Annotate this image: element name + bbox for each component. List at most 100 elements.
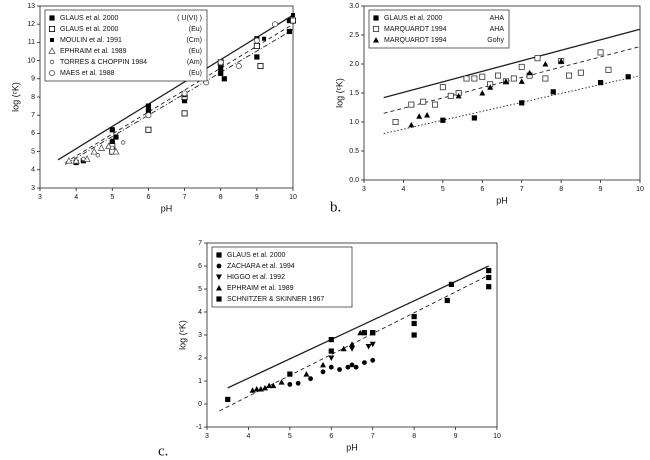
- marker: [518, 78, 525, 84]
- marker: [328, 355, 335, 361]
- marker: [110, 145, 115, 151]
- legend-note: AHA: [490, 26, 505, 33]
- marker: [534, 55, 541, 62]
- marker: [373, 37, 379, 43]
- marker: [495, 72, 502, 79]
- marker: [48, 47, 56, 54]
- marker: [487, 84, 494, 90]
- marker: [112, 147, 120, 155]
- fit-line: [65, 29, 294, 165]
- marker: [408, 121, 415, 128]
- marker: [486, 268, 492, 274]
- x-axis-label: pH: [161, 203, 173, 213]
- legend-label: MARQUARDT 1994: [384, 26, 447, 33]
- marker: [65, 156, 73, 164]
- marker: [49, 59, 55, 65]
- marker: [216, 263, 222, 269]
- marker: [372, 25, 379, 32]
- y-tick-label: 3: [198, 332, 202, 339]
- marker: [518, 63, 525, 70]
- marker: [286, 17, 292, 24]
- marker: [408, 101, 415, 108]
- y-tick-label: 0: [198, 401, 202, 408]
- marker: [50, 38, 54, 42]
- legend-label: ZACHARA et al. 1994: [227, 263, 295, 270]
- marker: [181, 98, 188, 104]
- marker: [120, 140, 126, 145]
- x-tick-label: 7: [520, 186, 524, 193]
- marker: [262, 384, 268, 391]
- marker: [216, 274, 222, 280]
- marker: [328, 364, 334, 370]
- y-tick-label: 0.0: [349, 177, 359, 184]
- marker: [597, 49, 604, 56]
- marker: [49, 15, 55, 21]
- marker: [145, 103, 152, 109]
- legend-note: (Eu): [189, 48, 202, 55]
- y-tick-label: 13: [27, 3, 35, 10]
- x-tick-label: 5: [288, 433, 292, 440]
- marker: [271, 21, 278, 28]
- marker: [444, 297, 450, 304]
- legend-note: (Am): [187, 59, 202, 66]
- marker: [471, 115, 477, 121]
- marker: [253, 37, 260, 44]
- x-tick-label: 6: [480, 186, 484, 193]
- y-tick-label: 1: [198, 378, 202, 385]
- marker: [289, 17, 296, 24]
- x-tick-label: 3: [38, 194, 42, 201]
- marker: [431, 101, 438, 108]
- y-axis-label: log (ᶜK): [10, 82, 20, 112]
- marker: [447, 92, 454, 99]
- y-tick-label: 0.5: [349, 148, 359, 155]
- fit-line: [57, 14, 294, 161]
- marker: [550, 89, 556, 95]
- marker: [340, 345, 347, 352]
- marker: [486, 274, 492, 281]
- legend-box: [368, 9, 510, 49]
- marker: [349, 362, 355, 368]
- marker: [519, 100, 525, 106]
- marker: [510, 75, 517, 82]
- fit-line: [383, 28, 641, 99]
- marker: [308, 376, 313, 382]
- marker: [216, 296, 222, 302]
- y-tick-label: 12: [27, 21, 35, 28]
- marker: [104, 142, 113, 150]
- legend-label: GLAUS et al. 2000: [60, 15, 118, 22]
- marker: [270, 382, 277, 389]
- legend-note: (Cm): [186, 37, 202, 44]
- marker: [287, 371, 293, 377]
- marker: [295, 380, 301, 386]
- x-tick-label: 10: [493, 433, 501, 440]
- y-tick-label: 1.0: [349, 119, 359, 126]
- marker: [328, 348, 334, 354]
- marker: [365, 344, 372, 350]
- marker: [218, 65, 224, 71]
- legend-note: ( U(VI) ): [177, 15, 202, 22]
- y-tick-label: 3: [31, 185, 35, 192]
- legend-label: SCHNITZER & SKINNER 1967: [227, 296, 324, 303]
- legend-note: Gohy: [487, 37, 504, 44]
- marker: [370, 330, 376, 336]
- panel-label: c.: [158, 443, 168, 459]
- marker: [72, 156, 80, 164]
- legend-label: MAES et al. 1988: [60, 70, 115, 77]
- marker: [349, 346, 355, 352]
- marker: [370, 357, 376, 363]
- x-tick-label: 9: [255, 194, 259, 201]
- x-tick-label: 3: [362, 186, 366, 193]
- legend-note: (Eu): [189, 70, 202, 77]
- marker: [392, 119, 399, 126]
- marker: [225, 396, 231, 402]
- marker: [357, 329, 364, 336]
- marker: [49, 25, 56, 32]
- marker: [257, 63, 264, 70]
- y-axis-label: log (ᶜK): [177, 320, 187, 350]
- x-tick-label: 6: [329, 433, 333, 440]
- legend-label: HIGGO et al. 1992: [227, 274, 285, 281]
- legend-label: EPHRAIM et al. 1989: [227, 285, 294, 292]
- fit-line: [227, 265, 489, 389]
- legend-label: MARQUARDT 1994: [384, 37, 447, 44]
